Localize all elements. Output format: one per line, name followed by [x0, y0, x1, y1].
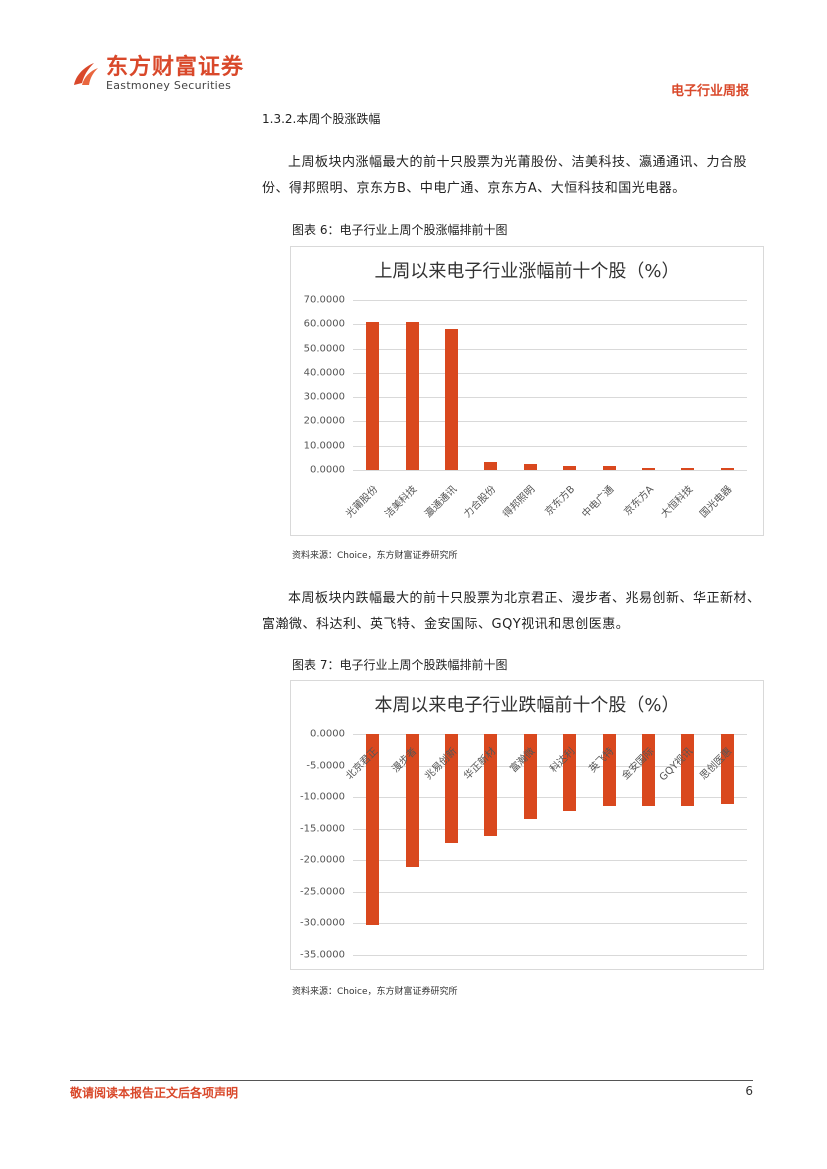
- x-axis-label: 国光电器: [698, 484, 735, 521]
- gridline: [353, 765, 747, 767]
- footer-divider: [70, 1080, 753, 1081]
- bar: [642, 734, 655, 806]
- bar: [405, 734, 419, 868]
- x-axis-label: 力合股份: [462, 484, 499, 521]
- bar: [563, 466, 577, 470]
- bar: [445, 734, 458, 844]
- y-axis-tick: -25.0000: [300, 886, 345, 898]
- bar: [484, 734, 498, 837]
- gridline: [353, 372, 747, 374]
- bar: [681, 734, 695, 806]
- gridline: [353, 828, 747, 830]
- gridline: [353, 324, 747, 326]
- logo-wing-icon: [74, 63, 98, 85]
- x-axis-label: 得邦照明: [501, 484, 538, 521]
- bar: [523, 734, 537, 820]
- gridline: [353, 300, 747, 301]
- x-axis-label: 光莆股份: [343, 484, 381, 521]
- y-axis-tick: -20.0000: [300, 854, 345, 866]
- gridline: [353, 923, 747, 925]
- bar: [720, 467, 734, 470]
- bar: [602, 734, 616, 806]
- x-axis-label: 京东方A: [621, 484, 656, 518]
- paragraph-gainers: 上周板块内涨幅最大的前十只股票为光莆股份、洁美科技、瀛通通讯、力合股份、得邦照明…: [262, 155, 748, 196]
- gridline: [353, 860, 747, 862]
- bar: [523, 463, 537, 470]
- bar: [484, 461, 498, 470]
- gridline: [353, 445, 747, 447]
- chart-top-losers: 本周以来电子行业跌幅前十个股（%） 0.0000 -5.0000 -10.0000 -…: [290, 680, 764, 970]
- company-logo: 东方财富证券 Eastmoney Securities: [70, 56, 244, 92]
- y-axis-tick: 60.0000: [303, 318, 345, 330]
- x-axis-label: 洁美科技: [383, 484, 420, 521]
- y-axis-tick: -5.0000: [306, 760, 345, 772]
- gridline: [353, 470, 747, 471]
- y-axis-tick: 70.0000: [303, 294, 345, 306]
- y-axis-tick: 40.0000: [303, 367, 345, 379]
- gridline: [353, 891, 747, 893]
- y-axis-tick: 20.0000: [303, 415, 345, 427]
- y-axis-tick: 30.0000: [303, 391, 345, 403]
- bar: [405, 321, 419, 470]
- gridline: [353, 734, 747, 735]
- y-axis-tick: -15.0000: [300, 823, 345, 835]
- bar: [681, 467, 695, 470]
- x-axis-label: 中电广通: [580, 484, 617, 521]
- x-axis-label: 大恒科技: [659, 484, 696, 521]
- logo-english-name: Eastmoney Securities: [106, 79, 232, 92]
- y-axis-tick: 10.0000: [303, 440, 345, 452]
- figure-7-source: 资料来源：Choice，东方财富证券研究所: [292, 987, 458, 997]
- chart-title: 本周以来电子行业跌幅前十个股（%）: [374, 695, 680, 716]
- y-axis-tick: 0.0000: [310, 464, 345, 476]
- bar: [563, 734, 577, 812]
- gridline: [353, 955, 747, 956]
- bar: [642, 467, 655, 470]
- page-number: 6: [745, 1084, 753, 1098]
- report-type: 电子行业周报: [670, 84, 749, 99]
- footer-disclaimer: 敬请阅读本报告正文后各项声明: [70, 1086, 239, 1100]
- figure-6-source: 资料来源：Choice，东方财富证券研究所: [292, 551, 458, 561]
- bar: [366, 734, 380, 926]
- bar: [720, 734, 734, 805]
- gridline: [353, 797, 747, 799]
- y-axis-tick: 0.0000: [310, 728, 345, 740]
- gridline: [353, 421, 747, 423]
- gridline: [353, 397, 747, 399]
- logo-chinese-name: 东方财富证券: [106, 55, 245, 80]
- y-axis-tick: -10.0000: [300, 791, 345, 803]
- bar: [366, 321, 380, 470]
- figure-6-caption: 图表 6：电子行业上周个股涨幅排前十图: [292, 223, 508, 237]
- bar: [445, 329, 458, 470]
- gridline: [353, 348, 747, 350]
- figure-7-caption: 图表 7：电子行业上周个股跌幅排前十图: [292, 658, 508, 672]
- chart-top-gainers: 上周以来电子行业涨幅前十个股（%） 70.0000 60.0000 50.0000 4…: [290, 246, 764, 536]
- x-axis-label: 瀛通通讯: [422, 484, 459, 521]
- y-axis-tick: -35.0000: [300, 949, 345, 961]
- x-axis-label: 京东方B: [543, 484, 578, 518]
- y-axis-tick: -30.0000: [300, 917, 345, 929]
- y-axis-tick: 50.0000: [303, 343, 345, 355]
- paragraph-losers: 本周板块内跌幅最大的前十只股票为北京君正、漫步者、兆易创新、华正新材、富瀚微、科…: [262, 591, 761, 632]
- section-heading: 1.3.2.本周个股涨跌幅: [262, 112, 381, 126]
- bar: [602, 466, 616, 470]
- chart-title: 上周以来电子行业涨幅前十个股（%）: [374, 261, 680, 282]
